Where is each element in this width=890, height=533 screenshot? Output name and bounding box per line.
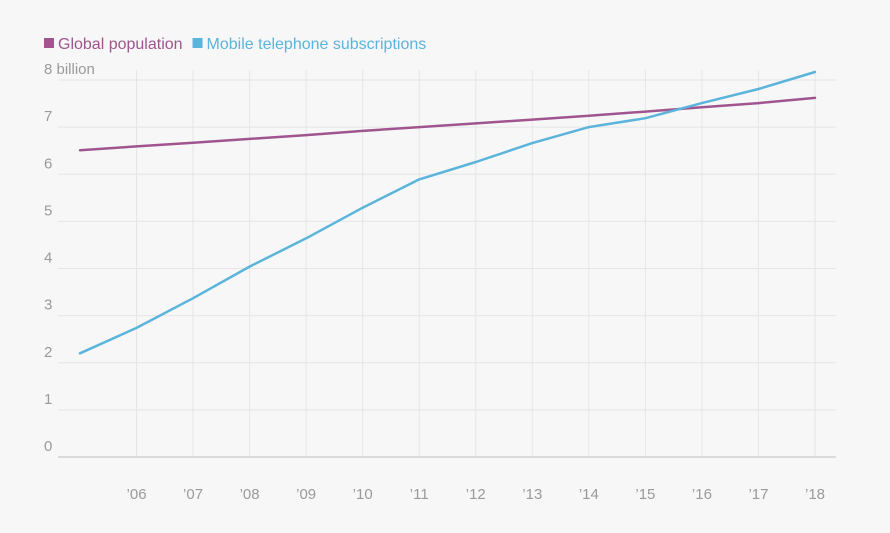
x-tick-label: ’08: [240, 486, 260, 503]
x-tick-label: ’09: [296, 486, 316, 503]
y-tick-label: 5: [44, 202, 52, 219]
y-tick-label: 8 billion: [44, 61, 95, 78]
x-tick-label: ’15: [635, 486, 655, 503]
x-tick-label: ’07: [183, 486, 203, 503]
x-tick-label: ’13: [522, 486, 542, 503]
y-tick-label: 0: [44, 438, 52, 455]
y-tick-label: 2: [44, 344, 52, 361]
x-tick-label: ’14: [579, 486, 599, 503]
x-tick-label: ’17: [748, 486, 768, 503]
series-line-global-population: [78, 96, 817, 152]
legend-item-mobile-telephone-subscriptions: Mobile telephone subscriptions: [192, 36, 427, 53]
x-tick-label: ’11: [410, 486, 429, 503]
legend-label: Global population: [58, 36, 183, 53]
y-tick-label: 3: [44, 297, 52, 314]
legend-swatch: [192, 38, 203, 48]
grid: [58, 70, 836, 458]
y-tick-label: 6: [44, 155, 52, 172]
x-tick-label: ’12: [466, 486, 486, 503]
x-tick-label: ’18: [805, 486, 825, 503]
x-tick-label: ’06: [127, 486, 147, 503]
legend: Global population Mobile telephone subscr…: [44, 36, 426, 53]
y-axis: 0 1 2 3 4 5 6 7 8 billion: [44, 61, 95, 455]
x-tick-label: ’16: [692, 486, 712, 503]
series-line-mobile-telephone-subscriptions: [78, 70, 817, 355]
x-axis: ’06 ’07 ’08 ’09 ’10 ’11 ’12 ’13 ’14 ’15 ’16 ’17 ’18: [127, 486, 825, 503]
y-tick-label: 7: [44, 108, 52, 125]
legend-label: Mobile telephone subscriptions: [207, 36, 427, 53]
y-tick-label: 4: [44, 250, 52, 267]
legend-swatch: [44, 38, 54, 48]
plot-area: [78, 70, 817, 355]
x-tick-label: ’10: [353, 486, 373, 503]
legend-item-global-population: Global population: [44, 36, 183, 53]
y-tick-label: 1: [44, 391, 52, 408]
